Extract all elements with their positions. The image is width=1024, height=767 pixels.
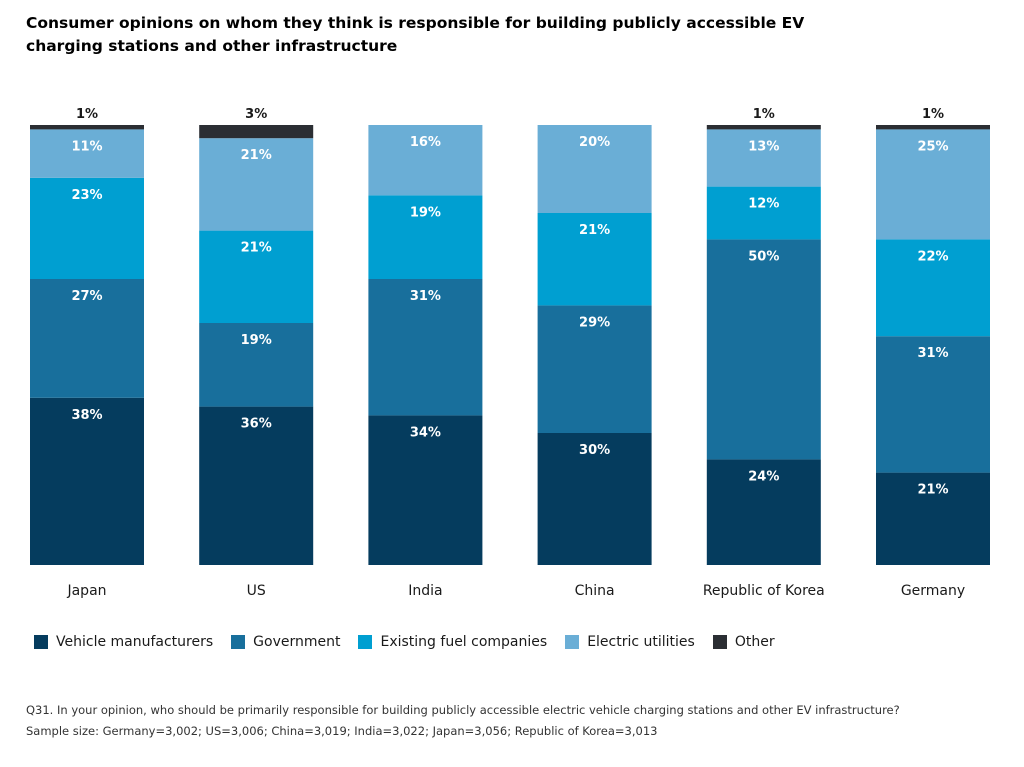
category-label-india: India bbox=[408, 583, 442, 599]
data-label-us-electric-utilities: 21% bbox=[241, 148, 272, 163]
legend-swatch-government bbox=[231, 635, 246, 649]
data-label-us-other: 3% bbox=[245, 107, 267, 122]
stacked-bar-chart: 38% 27% 23% 11% 1% Japan 36% 19% 21% 21% 3% US 34% 31… bbox=[30, 107, 990, 599]
data-label-germany-electric-utilities: 25% bbox=[917, 139, 948, 154]
bar-japan-government bbox=[30, 279, 144, 398]
sample-size-text: Sample size: Germany=3,002; US=3,006; Ch… bbox=[26, 724, 658, 738]
legend-item-government: Government bbox=[231, 634, 340, 650]
bar-japan-other bbox=[30, 125, 144, 130]
bar-china-government bbox=[537, 305, 652, 433]
legend-label-electric-utilities: Electric utilities bbox=[587, 634, 695, 650]
legend-label-existing-fuel-companies: Existing fuel companies bbox=[380, 634, 548, 650]
bar-india-electric-utilities bbox=[368, 125, 483, 196]
bar-republic-of-korea-electric-utilities bbox=[706, 129, 821, 187]
legend-item-other: Other bbox=[712, 634, 775, 650]
legend-label-other: Other bbox=[734, 634, 775, 650]
chart-legend: Vehicle manufacturers Government Existing … bbox=[34, 634, 793, 650]
bar-india-vehicle-manufacturers bbox=[368, 415, 483, 565]
data-label-china-vehicle-manufacturers: 30% bbox=[579, 443, 610, 458]
bar-japan-vehicle-manufacturers bbox=[30, 397, 144, 565]
bar-republic-of-korea-existing-fuel-companies bbox=[706, 186, 821, 240]
category-label-china: China bbox=[575, 583, 615, 599]
data-label-china-government: 29% bbox=[579, 315, 610, 330]
data-label-india-existing-fuel-companies: 19% bbox=[410, 205, 441, 220]
legend-swatch-vehicle-manufacturers bbox=[34, 635, 48, 649]
bar-us-existing-fuel-companies bbox=[199, 230, 314, 323]
bar-india-existing-fuel-companies bbox=[368, 195, 483, 279]
data-label-india-government: 31% bbox=[410, 289, 441, 304]
bar-us-government bbox=[199, 323, 314, 407]
bar-us-electric-utilities bbox=[199, 138, 314, 231]
question-text: Q31. In your opinion, who should be prim… bbox=[26, 703, 900, 717]
bar-china-electric-utilities bbox=[537, 125, 652, 213]
legend-label-government: Government bbox=[253, 634, 341, 650]
data-label-japan-other: 1% bbox=[76, 107, 98, 122]
category-label-germany: Germany bbox=[901, 583, 965, 599]
data-label-republic-of-korea-electric-utilities: 13% bbox=[748, 139, 779, 154]
chart-title: Consumer opinions on whom they think is … bbox=[26, 14, 805, 55]
bar-us-vehicle-manufacturers bbox=[199, 406, 314, 565]
legend-swatch-other bbox=[712, 635, 727, 649]
data-label-china-electric-utilities: 20% bbox=[579, 135, 610, 150]
data-label-japan-government: 27% bbox=[71, 289, 102, 304]
bar-germany-vehicle-manufacturers bbox=[876, 472, 990, 565]
data-label-japan-existing-fuel-companies: 23% bbox=[71, 188, 102, 203]
data-label-germany-government: 31% bbox=[917, 346, 948, 361]
legend-label-vehicle-manufacturers: Vehicle manufacturers bbox=[56, 634, 214, 650]
bar-republic-of-korea-government bbox=[706, 239, 821, 460]
bar-republic-of-korea-other bbox=[706, 125, 821, 130]
data-label-republic-of-korea-vehicle-manufacturers: 24% bbox=[748, 469, 779, 484]
bar-india-government bbox=[368, 279, 483, 416]
bar-japan-existing-fuel-companies bbox=[30, 177, 144, 279]
data-label-us-government: 19% bbox=[241, 333, 272, 348]
data-label-republic-of-korea-other: 1% bbox=[753, 107, 775, 122]
bar-china-vehicle-manufacturers bbox=[537, 433, 652, 565]
data-label-us-existing-fuel-companies: 21% bbox=[241, 241, 272, 256]
data-label-republic-of-korea-government: 50% bbox=[748, 249, 779, 264]
bar-republic-of-korea-vehicle-manufacturers bbox=[706, 459, 821, 565]
bar-germany-existing-fuel-companies bbox=[876, 239, 990, 337]
legend-item-electric-utilities: Electric utilities bbox=[565, 634, 695, 650]
bar-germany-government bbox=[876, 336, 990, 473]
data-label-republic-of-korea-existing-fuel-companies: 12% bbox=[748, 197, 779, 212]
data-label-us-vehicle-manufacturers: 36% bbox=[241, 417, 272, 432]
data-label-india-vehicle-manufacturers: 34% bbox=[410, 425, 441, 440]
data-label-japan-electric-utilities: 11% bbox=[71, 139, 102, 154]
data-label-germany-other: 1% bbox=[922, 107, 944, 122]
data-label-china-existing-fuel-companies: 21% bbox=[579, 223, 610, 238]
legend-item-existing-fuel-companies: Existing fuel companies bbox=[358, 634, 547, 650]
category-label-japan: Japan bbox=[66, 583, 106, 599]
category-label-republic-of-korea: Republic of Korea bbox=[703, 583, 825, 599]
bar-china-existing-fuel-companies bbox=[537, 213, 652, 306]
legend-swatch-existing-fuel-companies bbox=[358, 635, 373, 649]
footnote: Q31. In your opinion, who should be prim… bbox=[26, 700, 1006, 742]
data-label-germany-existing-fuel-companies: 22% bbox=[917, 249, 948, 264]
data-label-japan-vehicle-manufacturers: 38% bbox=[71, 408, 102, 423]
data-label-india-electric-utilities: 16% bbox=[410, 135, 441, 150]
bar-japan-electric-utilities bbox=[30, 129, 144, 178]
bar-us-other bbox=[199, 125, 314, 139]
bar-germany-electric-utilities bbox=[876, 129, 990, 240]
legend-item-vehicle-manufacturers: Vehicle manufacturers bbox=[34, 634, 213, 650]
legend-swatch-electric-utilities bbox=[565, 635, 580, 649]
category-label-us: US bbox=[247, 583, 266, 599]
bar-germany-other bbox=[876, 125, 990, 130]
data-label-germany-vehicle-manufacturers: 21% bbox=[917, 483, 948, 498]
